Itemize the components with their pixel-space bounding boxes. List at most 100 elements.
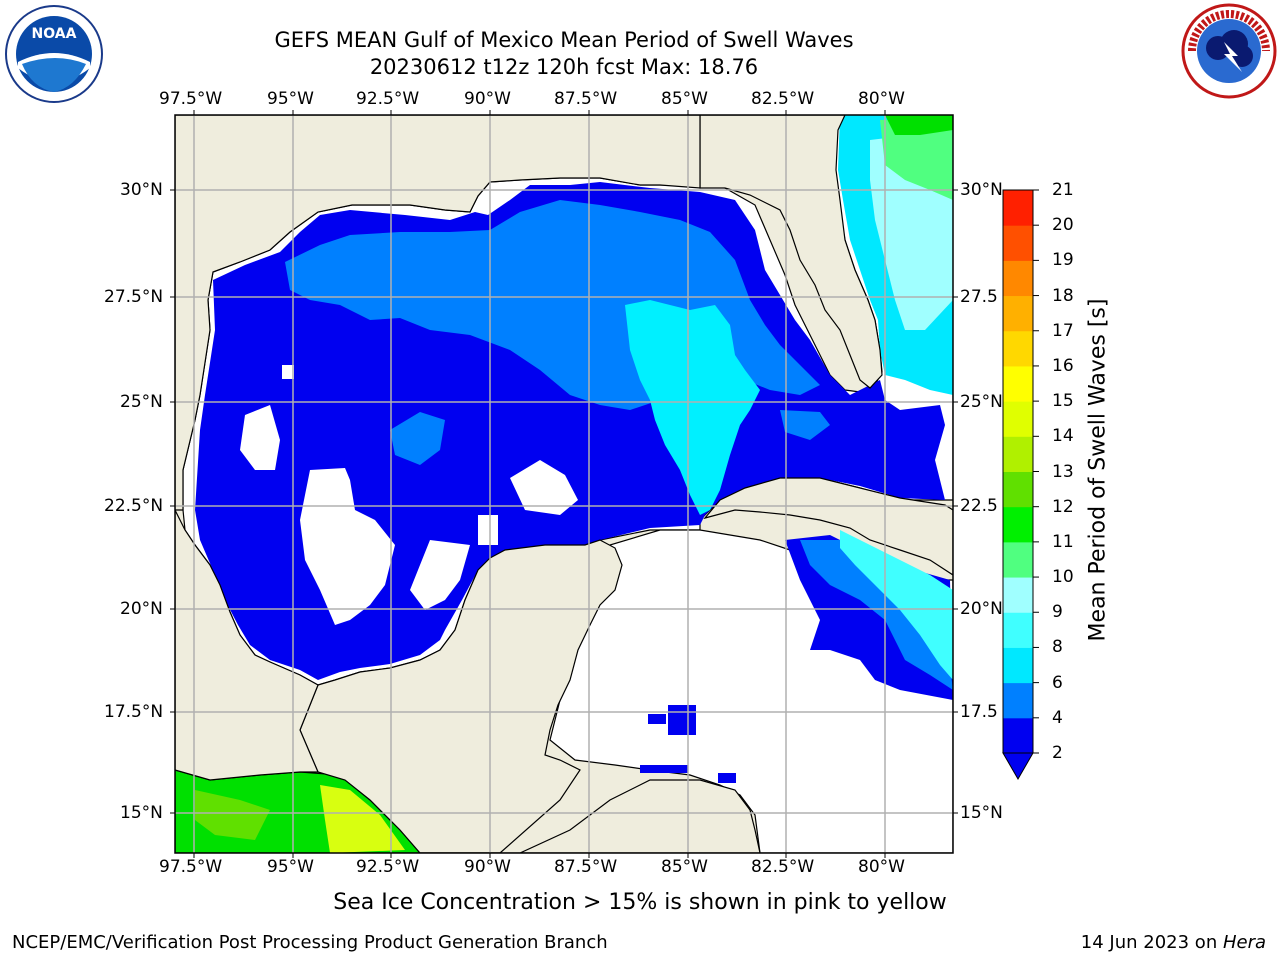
colorbar-tick-labels: 2 4 6 8 9 10 11 12 13 14 15 16 17 18 19 20 21 bbox=[1052, 180, 1092, 770]
lon-label-top: 95°W bbox=[267, 89, 314, 109]
colorbar-swatch bbox=[1003, 612, 1033, 648]
lat-label-left: 25°N bbox=[120, 392, 163, 412]
swell-atlantic-green bbox=[880, 118, 953, 200]
colorbar-label: Mean Period of Swell Waves [s] bbox=[1085, 298, 1111, 642]
colorbar-swatch bbox=[1003, 647, 1033, 684]
gulf-no-data-holes bbox=[300, 468, 395, 625]
gulf-no-data-hole-5 bbox=[478, 515, 498, 545]
colorbar-swatch bbox=[1003, 506, 1033, 543]
colorbar-tick-label: 2 bbox=[1052, 743, 1063, 763]
colorbar-tick-label: 14 bbox=[1052, 426, 1074, 447]
swell-caribbean-bit-4 bbox=[718, 773, 736, 783]
lat-label-left: 15°N bbox=[120, 803, 163, 823]
swell-caribbean-bit-1 bbox=[648, 714, 666, 724]
swell-4-6-gulf-south bbox=[390, 412, 445, 465]
colorbar-swatch bbox=[1003, 401, 1033, 437]
map-frame bbox=[174, 114, 954, 854]
lon-label-top: 90°W bbox=[464, 89, 511, 109]
land-cuba bbox=[703, 477, 953, 576]
colorbar-swatch bbox=[1003, 260, 1033, 297]
lat-label-left: 27.5°N bbox=[104, 287, 164, 307]
nws-logo bbox=[1180, 2, 1278, 100]
lat-label-left: 17.5°N bbox=[104, 702, 164, 722]
gulf-no-data-hole-6 bbox=[282, 365, 294, 379]
swell-atlantic-darkgreen bbox=[885, 115, 953, 135]
lat-label-right: 20°N bbox=[960, 599, 1003, 619]
colorbar-swatch bbox=[1003, 190, 1033, 226]
chart-subtitle: 20230612 t12z 120h fcst Max: 18.76 bbox=[369, 55, 759, 79]
lon-label-bottom: 87.5°W bbox=[554, 857, 618, 877]
colorbar-tick-label: 4 bbox=[1052, 707, 1063, 728]
sea-ice-note: Sea Ice Concentration > 15% is shown in … bbox=[333, 890, 947, 915]
swell-4-6-gulf-east bbox=[780, 410, 830, 440]
lon-label-bottom: 85°W bbox=[661, 857, 708, 877]
footer-date-text: 14 Jun 2023 on bbox=[1080, 932, 1223, 953]
swell-caribbean-bit-2 bbox=[668, 705, 696, 735]
footer-date: 14 Jun 2023 on Hera bbox=[1081, 932, 1266, 953]
gulf-no-data-hole-3 bbox=[240, 405, 280, 470]
colorbar-swatch bbox=[1003, 541, 1033, 578]
land-us-north bbox=[175, 115, 701, 511]
colorbar-swatch bbox=[1003, 717, 1033, 754]
colorbar-tick-label: 17 bbox=[1052, 320, 1074, 341]
lon-label-bottom: 95°W bbox=[267, 857, 314, 877]
colorbar-tick-label: 12 bbox=[1052, 496, 1074, 517]
colorbar-tick-label: 19 bbox=[1052, 250, 1074, 271]
lat-label-right: 22.5 bbox=[960, 496, 998, 516]
colorbar-swatch bbox=[1003, 225, 1033, 261]
colorbar-swatch bbox=[1003, 577, 1033, 613]
colorbar-tick-label: 13 bbox=[1052, 461, 1074, 482]
colorbar-swatch bbox=[1003, 365, 1033, 402]
pacific-swell-yellow bbox=[320, 785, 405, 853]
colorbar-tick-label: 15 bbox=[1052, 391, 1074, 412]
swell-caribbean-bit-3 bbox=[640, 765, 688, 773]
colorbar-tick-label: 20 bbox=[1052, 215, 1074, 236]
gulf-no-data-hole-4 bbox=[410, 540, 470, 610]
lon-label-bottom: 90°W bbox=[464, 857, 511, 877]
swell-6-8-gulf bbox=[625, 300, 760, 515]
colorbar-extend-arrow bbox=[1002, 752, 1034, 781]
lon-label-bottom: 92.5°W bbox=[356, 857, 420, 877]
colorbar-swatch bbox=[1003, 682, 1033, 719]
lon-label-top: 87.5°W bbox=[554, 89, 618, 109]
lat-label-right: 15°N bbox=[960, 803, 1003, 823]
land-florida bbox=[699, 115, 883, 389]
lat-label-right: 27.5 bbox=[960, 287, 998, 307]
colorbar-swatch bbox=[1003, 471, 1033, 508]
lat-label-right: 17.5 bbox=[960, 702, 998, 722]
graticule bbox=[175, 115, 953, 853]
chart-title: GEFS MEAN Gulf of Mexico Mean Period of … bbox=[274, 28, 854, 52]
map-ticks bbox=[170, 110, 958, 858]
lon-label-bottom: 82.5°W bbox=[751, 857, 815, 877]
lon-label-bottom: 97.5°W bbox=[159, 857, 223, 877]
lon-label-top: 97.5°W bbox=[159, 89, 223, 109]
colorbar-tick-label: 10 bbox=[1052, 567, 1074, 588]
gulf-no-data-hole-2 bbox=[510, 460, 578, 515]
footer-host: Hera bbox=[1222, 932, 1266, 953]
pacific-swell-light bbox=[195, 790, 270, 840]
swell-caribbean-cyan bbox=[840, 530, 953, 680]
land-central-america bbox=[420, 779, 761, 853]
lat-label-right: 25°N bbox=[960, 392, 1003, 412]
lon-label-top: 80°W bbox=[858, 89, 905, 109]
lon-label-top: 82.5°W bbox=[751, 89, 815, 109]
noaa-logo: NOAA bbox=[4, 4, 104, 104]
lat-label-left: 20°N bbox=[120, 599, 163, 619]
footer-credit: NCEP/EMC/Verification Post Processing Pr… bbox=[12, 932, 608, 953]
colorbar-tick-label: 21 bbox=[1052, 180, 1074, 200]
colorbar-tick-label: 18 bbox=[1052, 285, 1074, 306]
colorbar-tick-label: 16 bbox=[1052, 355, 1074, 376]
colorbar-swatch bbox=[1003, 330, 1033, 367]
lat-label-right: 30°N bbox=[960, 180, 1003, 200]
lat-label-left: 30°N bbox=[120, 180, 163, 200]
colorbar-swatch bbox=[1003, 436, 1033, 472]
land-yucatan bbox=[299, 539, 623, 853]
colorbar-swatch bbox=[1003, 295, 1033, 332]
colorbar-tick-label: 11 bbox=[1052, 531, 1074, 552]
swell-caribbean-medblue bbox=[800, 540, 953, 690]
lon-label-top: 92.5°W bbox=[356, 89, 420, 109]
lon-label-bottom: 80°W bbox=[858, 857, 905, 877]
colorbar-tick-label: 8 bbox=[1052, 637, 1063, 658]
